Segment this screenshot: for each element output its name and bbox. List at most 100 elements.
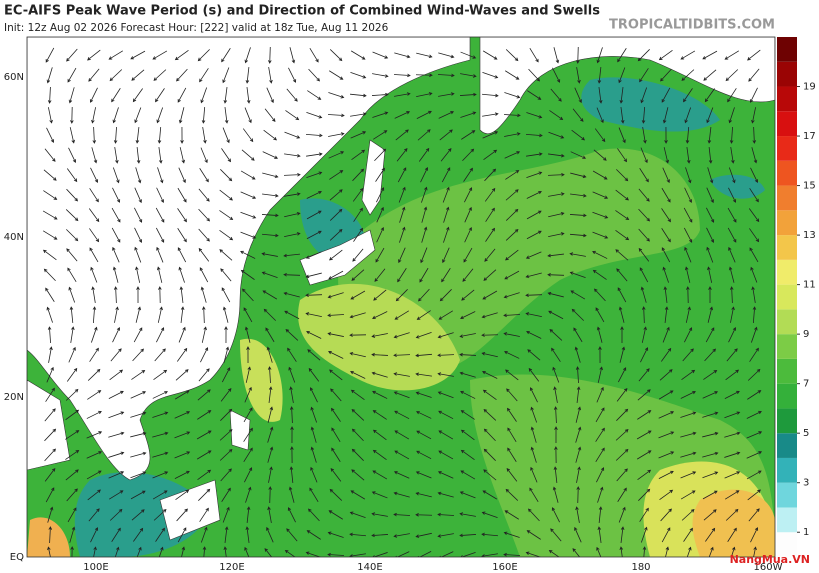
- arrow: [506, 388, 518, 402]
- arrow: [575, 366, 580, 384]
- arrow: [459, 333, 476, 338]
- arrow: [178, 167, 186, 184]
- arrow: [89, 228, 100, 243]
- arrow: [89, 188, 99, 203]
- arrow: [660, 68, 672, 82]
- arrow: [110, 348, 122, 362]
- logo: NangMua.VN: [730, 553, 810, 566]
- arrow: [199, 168, 209, 183]
- arrow: [394, 52, 411, 59]
- arrow: [662, 326, 670, 343]
- arrow: [576, 46, 580, 64]
- arrow: [90, 266, 98, 283]
- arrow: [438, 52, 455, 59]
- arrow: [618, 506, 626, 523]
- arrow: [394, 310, 410, 320]
- arrow: [48, 526, 53, 544]
- arrow: [461, 130, 476, 140]
- arrow: [152, 390, 168, 399]
- arrow: [198, 368, 210, 382]
- arrow: [328, 132, 345, 137]
- arrow: [574, 346, 581, 363]
- arrow: [309, 487, 319, 503]
- arrow: [261, 233, 279, 238]
- arrow: [65, 409, 80, 421]
- arrow: [394, 111, 411, 119]
- arrow: [306, 230, 322, 240]
- arrow: [174, 411, 191, 419]
- arrow: [89, 87, 98, 103]
- arrow: [283, 291, 300, 298]
- lat-label: 40N: [4, 232, 24, 243]
- arrow: [620, 326, 624, 344]
- colorbar-swatch: [777, 408, 797, 434]
- arrow: [66, 188, 79, 202]
- subtitle: Init: 12z Aug 02 2026 Forecast Hour: [22…: [4, 22, 389, 34]
- arrow: [305, 272, 322, 279]
- arrow: [730, 306, 735, 323]
- arrow: [437, 491, 454, 498]
- arrow: [134, 246, 142, 263]
- arrow: [265, 327, 275, 343]
- arrow: [158, 147, 163, 164]
- arrow: [267, 446, 274, 463]
- arrow: [683, 227, 693, 243]
- arrow: [462, 268, 474, 282]
- arrow: [415, 513, 433, 517]
- arrow: [526, 230, 542, 240]
- arrow: [525, 312, 542, 317]
- arrow: [529, 47, 539, 63]
- arrow: [44, 448, 56, 462]
- arrow: [373, 130, 388, 140]
- arrow: [70, 326, 75, 343]
- arrow: [245, 526, 250, 543]
- arrow: [441, 268, 451, 283]
- arrow: [240, 250, 256, 259]
- arrow: [263, 308, 276, 321]
- arrow: [728, 266, 735, 283]
- arrow: [706, 246, 714, 263]
- arrow: [526, 112, 543, 119]
- arrow: [661, 187, 671, 203]
- arrow: [460, 73, 477, 78]
- arrow: [503, 531, 520, 538]
- arrow: [154, 348, 166, 362]
- colorbar-swatch: [777, 482, 797, 508]
- arrow: [550, 88, 562, 102]
- arrow: [201, 306, 206, 324]
- arrow: [438, 450, 454, 460]
- arrow: [592, 211, 609, 219]
- arrow: [618, 306, 625, 323]
- arrow: [133, 327, 143, 343]
- arrow: [243, 407, 253, 423]
- colorbar-swatch: [777, 37, 797, 62]
- arrow: [86, 431, 103, 439]
- arrow: [641, 106, 646, 124]
- arrow: [507, 407, 517, 422]
- arrow: [372, 429, 387, 441]
- arrow: [415, 353, 433, 358]
- arrow: [684, 327, 693, 343]
- arrow: [550, 528, 562, 542]
- arrow: [153, 69, 167, 81]
- arrow: [306, 210, 322, 220]
- arrow: [662, 107, 669, 124]
- arrow: [415, 471, 432, 479]
- arrow: [393, 471, 410, 479]
- arrow: [177, 87, 187, 103]
- arrow: [483, 448, 496, 461]
- arrow: [505, 170, 520, 180]
- arrow: [483, 408, 497, 421]
- arrow: [482, 112, 499, 117]
- arrow: [702, 391, 719, 399]
- arrow: [136, 147, 141, 164]
- arrow: [288, 486, 295, 503]
- arrow: [619, 87, 624, 104]
- arrow: [439, 289, 452, 302]
- arrow: [526, 530, 541, 540]
- arrow: [526, 171, 543, 178]
- arrow: [372, 73, 389, 78]
- arrow: [571, 129, 586, 141]
- arrow: [86, 410, 102, 419]
- arrow: [197, 410, 212, 420]
